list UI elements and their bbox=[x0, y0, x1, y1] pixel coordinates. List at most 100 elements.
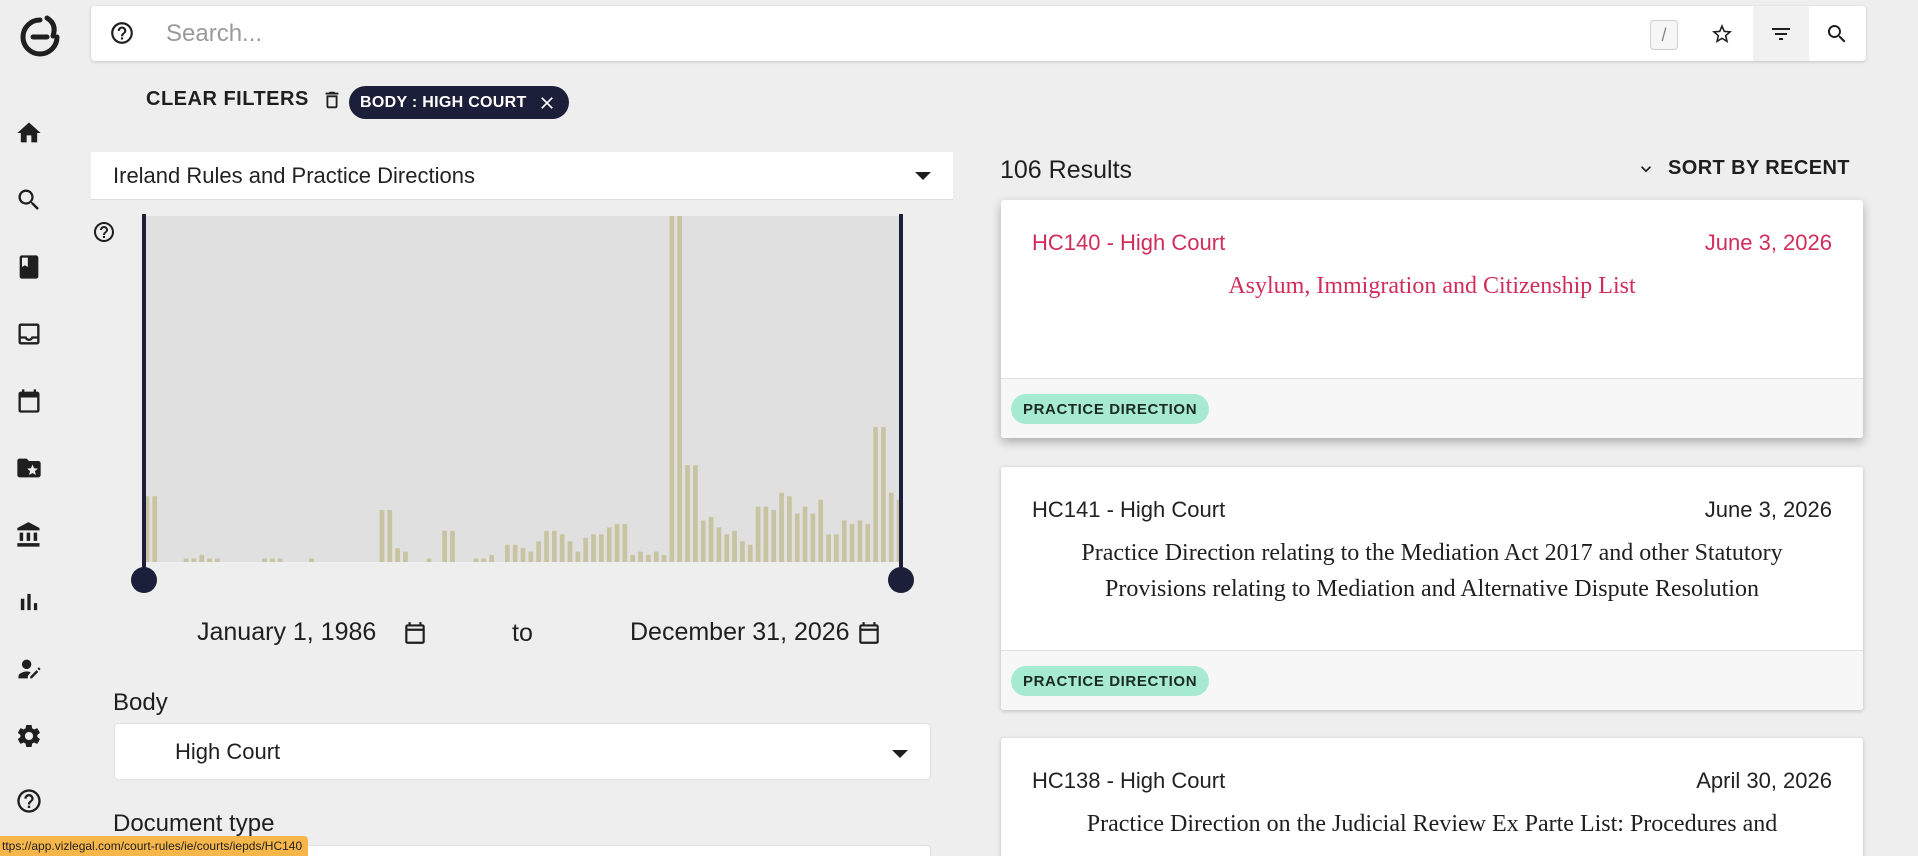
collection-value: Ireland Rules and Practice Directions bbox=[113, 162, 475, 188]
histogram-bar bbox=[646, 555, 651, 562]
histogram-bar bbox=[152, 496, 158, 562]
date-to-value: December 31, 2026 bbox=[630, 618, 850, 646]
histogram-bar bbox=[473, 558, 479, 562]
calendar-picker-icon[interactable] bbox=[402, 620, 428, 646]
result-code: HC138 - High Court bbox=[1032, 768, 1226, 793]
range-start-line bbox=[142, 214, 146, 580]
search-submit-button[interactable] bbox=[1809, 6, 1865, 61]
histogram-bar bbox=[740, 541, 745, 562]
side-nav bbox=[0, 0, 60, 856]
histogram-bar bbox=[599, 534, 604, 562]
app-logo[interactable] bbox=[17, 14, 63, 60]
chevron-down-icon bbox=[1641, 165, 1651, 172]
histogram-bar bbox=[857, 520, 863, 562]
home-icon[interactable] bbox=[14, 118, 44, 148]
range-end-handle[interactable] bbox=[888, 567, 914, 593]
histogram-bar bbox=[661, 555, 667, 562]
body-filter-label: Body bbox=[113, 689, 168, 716]
histogram-bar bbox=[277, 558, 283, 562]
histogram-bar bbox=[653, 551, 659, 562]
result-code: HC141 - High Court bbox=[1032, 497, 1226, 522]
filter-button[interactable] bbox=[1753, 6, 1809, 61]
document-type-label: Document type bbox=[113, 810, 275, 837]
result-title: Practice Direction on the Judicial Revie… bbox=[1086, 811, 1778, 837]
sort-label: SORT BY RECENT bbox=[1668, 157, 1850, 179]
histogram-bar bbox=[614, 523, 620, 562]
result-date: June 3, 2026 bbox=[1704, 230, 1832, 255]
institution-icon[interactable] bbox=[14, 520, 44, 550]
chip-label: BODY : HIGH COURT bbox=[360, 93, 527, 111]
histogram-bar bbox=[442, 530, 447, 562]
result-card[interactable]: HC141 - High Court June 3, 2026 Practice… bbox=[1001, 467, 1863, 710]
histogram-bar bbox=[747, 544, 753, 562]
trash-icon bbox=[325, 91, 339, 108]
histogram-bar bbox=[732, 530, 737, 562]
active-filter-chip: BODY : HIGH COURT bbox=[349, 86, 569, 119]
histogram-bar bbox=[387, 510, 393, 562]
star-outline-icon bbox=[1712, 23, 1732, 43]
user-edit-icon[interactable] bbox=[14, 654, 44, 684]
bar-chart-icon[interactable] bbox=[14, 587, 44, 617]
histogram-bar bbox=[215, 558, 220, 562]
result-title: Practice Direction relating to the Media… bbox=[1081, 540, 1783, 602]
dropdown-caret-icon bbox=[915, 172, 931, 180]
histogram-bar bbox=[630, 555, 636, 562]
search-icon[interactable] bbox=[14, 185, 44, 215]
histogram-bar bbox=[567, 541, 573, 562]
search-help-icon[interactable] bbox=[109, 20, 135, 46]
favorite-button[interactable] bbox=[1694, 6, 1750, 61]
result-code: HC140 - High Court bbox=[1032, 230, 1226, 255]
result-card[interactable]: HC138 - High Court April 30, 2026 Practi… bbox=[1001, 738, 1863, 856]
histogram-bar bbox=[426, 558, 432, 562]
search-input[interactable] bbox=[166, 16, 1666, 52]
histogram-bar bbox=[544, 530, 549, 562]
histogram-bar bbox=[262, 558, 267, 562]
histogram-bar bbox=[888, 492, 894, 562]
histogram-bar bbox=[802, 506, 808, 562]
search-bar: / bbox=[91, 6, 1866, 61]
calendar-icon[interactable] bbox=[14, 386, 44, 416]
date-histogram[interactable] bbox=[143, 216, 903, 562]
document-type-tag: PRACTICE DIRECTION bbox=[1011, 394, 1210, 424]
sort-button[interactable]: SORT BY RECENT bbox=[1636, 157, 1850, 180]
histogram-bar bbox=[873, 427, 878, 562]
histogram-bar bbox=[841, 520, 847, 562]
collection-select[interactable]: Ireland Rules and Practice Directions bbox=[91, 152, 953, 200]
date-from-field[interactable]: January 1, 1986 bbox=[197, 618, 428, 647]
book-icon[interactable] bbox=[14, 252, 44, 282]
result-card[interactable]: HC140 - High Court June 3, 2026 Asylum, … bbox=[1001, 200, 1863, 438]
histogram-help-icon[interactable] bbox=[92, 220, 116, 244]
histogram-bar bbox=[591, 534, 596, 562]
calendar-picker-icon[interactable] bbox=[856, 620, 882, 646]
histogram-bar bbox=[622, 523, 628, 562]
histogram-bar bbox=[536, 541, 542, 562]
histogram-bar bbox=[512, 544, 518, 562]
histogram-bar bbox=[834, 534, 839, 562]
histogram-bar bbox=[763, 506, 769, 562]
histogram-bar bbox=[504, 544, 510, 562]
histogram-bars bbox=[144, 216, 902, 562]
histogram-bar bbox=[771, 510, 777, 562]
magnifier-icon bbox=[1827, 24, 1846, 42]
result-footer: PRACTICE DIRECTION bbox=[1001, 378, 1863, 438]
dropdown-caret-icon bbox=[892, 750, 908, 758]
document-type-tag: PRACTICE DIRECTION bbox=[1011, 666, 1210, 696]
close-icon[interactable] bbox=[537, 93, 557, 113]
histogram-bar bbox=[818, 499, 824, 562]
histogram-bar bbox=[685, 465, 690, 562]
inbox-icon[interactable] bbox=[14, 319, 44, 349]
clear-filters-button[interactable]: CLEAR FILTERS bbox=[146, 88, 343, 111]
settings-icon[interactable] bbox=[14, 721, 44, 751]
histogram-bar bbox=[716, 527, 722, 562]
histogram-bar bbox=[638, 551, 643, 562]
starred-folder-icon[interactable] bbox=[14, 453, 44, 483]
histogram-bar bbox=[395, 548, 400, 562]
date-to-field[interactable]: December 31, 2026 bbox=[630, 618, 882, 647]
help-icon[interactable] bbox=[14, 786, 44, 816]
histogram-bar bbox=[199, 555, 205, 562]
date-range-separator: to bbox=[512, 619, 533, 647]
body-select[interactable]: High Court bbox=[114, 723, 931, 780]
histogram-bar bbox=[309, 558, 314, 562]
range-start-handle[interactable] bbox=[131, 567, 157, 593]
histogram-bar bbox=[207, 558, 212, 562]
